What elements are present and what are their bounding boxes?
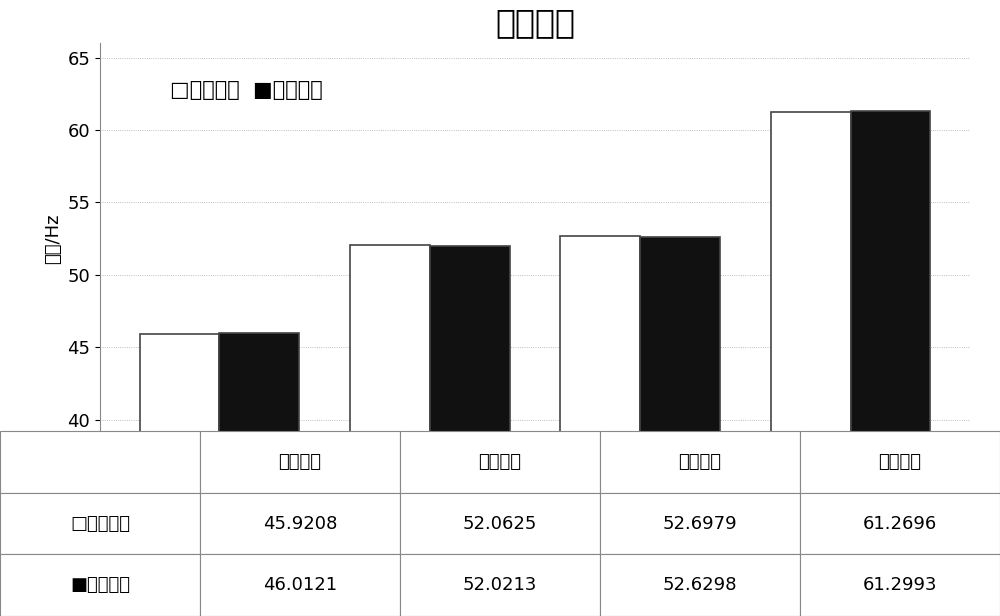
Bar <box>560 236 640 616</box>
Bar <box>771 111 851 616</box>
Bar <box>851 111 930 616</box>
Bar <box>350 245 430 616</box>
Bar <box>219 333 299 616</box>
Bar <box>430 246 510 616</box>
Title: 模态频率: 模态频率 <box>495 6 575 39</box>
Y-axis label: 频率/Hz: 频率/Hz <box>44 214 62 264</box>
Text: □无阻隔块  ■有阻隔块: □无阻隔块 ■有阻隔块 <box>170 80 322 100</box>
Bar <box>640 237 720 616</box>
Bar <box>140 334 219 616</box>
